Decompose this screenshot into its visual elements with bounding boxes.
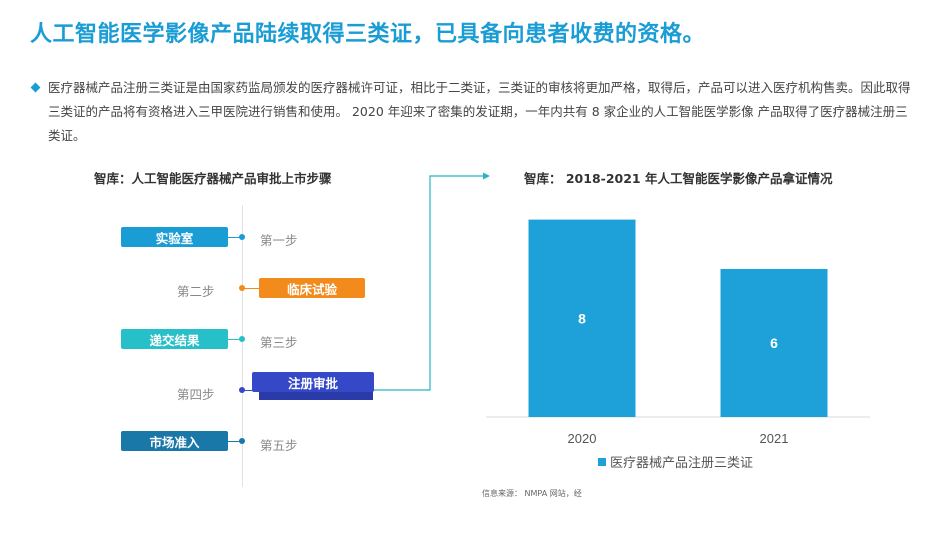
page-title: 人工智能医学影像产品陆续取得三类证，已具备向患者收费的资格。	[30, 22, 706, 47]
step-label-5: 第五步	[260, 438, 298, 453]
step-box-3: 递交结果	[121, 329, 228, 349]
timeline-line	[242, 205, 243, 487]
step-label-1: 第一步	[260, 233, 298, 248]
step-box-1: 实验室	[121, 227, 228, 247]
arrow-head-icon	[483, 172, 490, 180]
step-box-4: 注册审批	[252, 372, 374, 392]
data-label-2020: 8	[578, 310, 586, 326]
step-box-2: 临床试验	[259, 278, 365, 298]
legend-label: 医疗器械产品注册三类证	[610, 456, 753, 471]
x-tick-2020: 2020	[568, 431, 597, 446]
step-connector-4	[242, 390, 252, 391]
legend-swatch	[598, 458, 606, 466]
intro-paragraph: 医疗器械产品注册三类证是由国家药监局颁发的医疗器械许可证，相比于二类证，三类证的…	[48, 80, 911, 143]
step-dot-1	[239, 234, 245, 240]
step-connector-1	[228, 237, 242, 238]
step-dot-3	[239, 336, 245, 342]
chart-title: 智库： 2018-2021 年人工智能医学影像产品拿证情况	[524, 171, 833, 186]
step-connector-5	[228, 441, 242, 442]
process-title: 智库：人工智能医疗器械产品审批上市步骤	[94, 171, 332, 186]
step-label-3: 第三步	[260, 335, 298, 350]
x-tick-2021: 2021	[760, 431, 789, 446]
source-note: 信息来源： NMPA 网站，经	[482, 489, 582, 498]
step-dot-5	[239, 438, 245, 444]
bar-chart: 8 2020 6 2021 医疗器械产品注册三类证	[486, 219, 870, 471]
step-label-4: 第四步	[177, 387, 215, 402]
bar-2020	[528, 219, 636, 417]
step-label-2: 第二步	[177, 284, 215, 299]
step-connector-3	[228, 339, 242, 340]
step-box-5: 市场准入	[121, 431, 228, 451]
step-connector-2	[242, 288, 259, 289]
bar-2021	[720, 268, 828, 417]
data-label-2021: 6	[770, 335, 778, 351]
